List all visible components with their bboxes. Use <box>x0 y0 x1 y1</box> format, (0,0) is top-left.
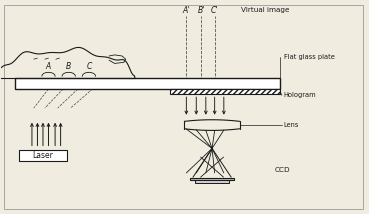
Text: Lens: Lens <box>283 122 299 128</box>
Text: C: C <box>86 62 92 71</box>
Bar <box>15 78 280 89</box>
Text: Laser: Laser <box>32 151 54 160</box>
Text: Hologram: Hologram <box>284 92 316 98</box>
Bar <box>195 180 230 183</box>
Bar <box>190 178 234 180</box>
Text: A: A <box>46 62 51 71</box>
Text: Flat glass plate: Flat glass plate <box>284 54 335 60</box>
Text: C': C' <box>211 6 218 15</box>
Text: B: B <box>66 62 71 71</box>
Bar <box>170 89 280 94</box>
Text: Virtual image: Virtual image <box>241 7 290 13</box>
Bar <box>19 150 67 161</box>
Text: CCD: CCD <box>275 167 290 173</box>
Text: A': A' <box>183 6 190 15</box>
Text: B': B' <box>197 6 205 15</box>
